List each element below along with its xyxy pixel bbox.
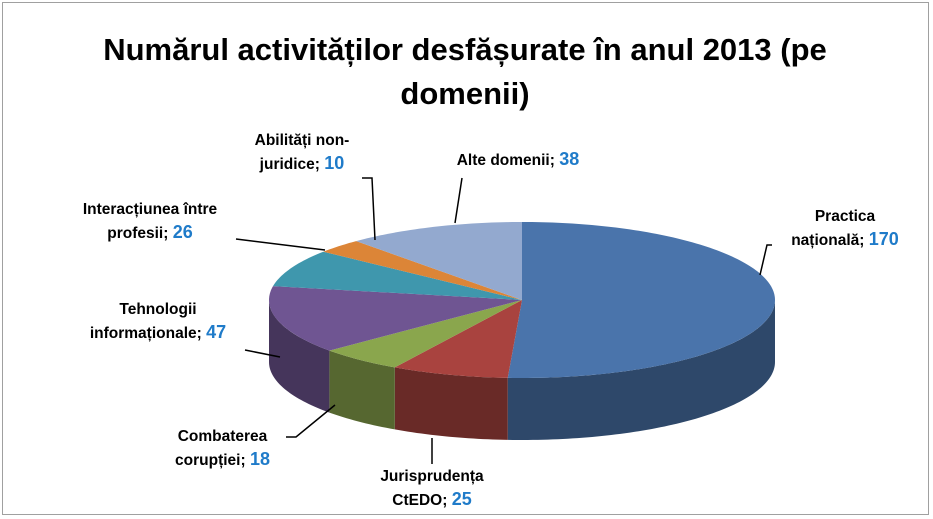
slice	[394, 300, 522, 378]
slice	[356, 222, 522, 300]
leader-line	[244, 349, 281, 358]
category-label: Abilități non-juridice;	[254, 132, 350, 173]
data-label: Interacțiunea între profesii; 26	[70, 199, 230, 245]
slice	[273, 251, 522, 300]
slice-side	[394, 367, 508, 440]
value-label: 47	[206, 322, 227, 342]
value-label: 18	[249, 449, 270, 469]
slice	[323, 241, 522, 300]
data-label: Tehnologii informaționale; 47	[88, 299, 228, 345]
value-label: 10	[324, 153, 345, 173]
leader-lines	[235, 177, 772, 464]
category-label: Jurisprudența CtEDO;	[380, 468, 484, 509]
data-label: Abilități non-juridice; 10	[232, 130, 372, 176]
slice-side	[269, 300, 330, 413]
value-label: 25	[451, 489, 472, 509]
category-label: Practica națională;	[791, 208, 876, 249]
category-label: Tehnologii informaționale;	[89, 301, 202, 342]
value-label: 170	[868, 229, 899, 249]
leader-line	[362, 177, 376, 241]
data-label: Jurisprudența CtEDO; 25	[377, 466, 487, 512]
slice-side	[329, 350, 395, 430]
data-label: Alte domenii; 38	[418, 148, 618, 172]
slice	[329, 300, 522, 368]
leader-line	[286, 404, 336, 438]
leader-line	[235, 238, 326, 251]
chart-title: Numărul activităților desfășurate în anu…	[103, 32, 827, 111]
slice	[269, 286, 522, 351]
category-label: Combaterea corupției;	[175, 428, 268, 469]
slice	[507, 222, 775, 378]
leader-line	[454, 177, 463, 224]
leader-line	[759, 244, 772, 276]
value-label: 38	[559, 149, 580, 169]
slice-side	[507, 300, 775, 440]
data-label: Practica națională; 170	[785, 206, 905, 252]
category-label: Alte domenii;	[456, 152, 555, 169]
category-label: Interacțiunea între profesii;	[82, 201, 218, 242]
value-label: 26	[172, 222, 193, 242]
data-label: Combaterea corupției; 18	[160, 426, 285, 472]
